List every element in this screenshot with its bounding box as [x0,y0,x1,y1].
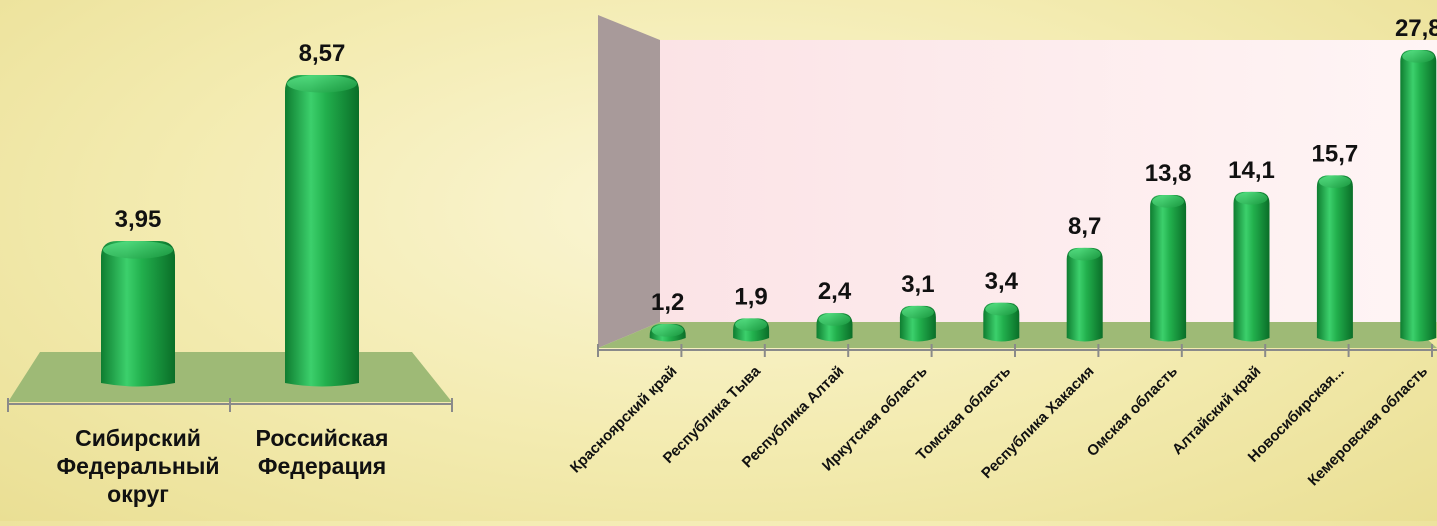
data-label: 3,1 [901,271,934,298]
data-label: 3,95 [115,206,162,233]
data-label: 1,2 [651,289,684,316]
x-tick-label: Алтайский край [1169,363,1264,458]
bar: 27,8 [1395,15,1437,342]
bar-body [1066,247,1103,342]
bar-body [1233,191,1270,342]
bar-cap [901,305,934,319]
left-chart-bars: 3,95 8,57 [101,40,359,387]
data-label: 3,4 [985,268,1019,295]
data-label: 8,7 [1068,213,1101,240]
bar-cap [1318,175,1351,189]
bar-cap [287,75,357,93]
bar: 1,2 [649,289,686,342]
data-label: 14,1 [1228,157,1275,184]
bar: 8,57 [285,40,359,387]
data-label: 1,9 [734,283,767,310]
bar: 15,7 [1312,140,1359,342]
bar: 8,7 [1066,213,1103,342]
bar-cap [1402,50,1435,63]
left-chart-category-labels: Сибирский Федеральный округ Российская Федер… [56,425,388,507]
bar-cap [651,324,684,337]
bar: 13,8 [1145,160,1192,342]
bar: 2,4 [816,278,853,342]
bar-cap [735,318,768,331]
data-label: 2,4 [818,278,852,305]
bar: 1,9 [733,283,770,342]
x-tick-label: Российская Федерация [256,425,389,479]
bar: 14,1 [1228,157,1275,342]
x-tick-label: Сибирский Федеральный округ [56,425,219,507]
bar: 3,1 [899,271,936,342]
bar-cap [985,302,1018,316]
bar-cap [818,313,851,326]
bar-body [285,75,359,387]
bar-body [1316,175,1353,342]
bar-body [1150,195,1187,342]
left-chart: 3,95 8,57 Сибирский Федеральный округ Россий… [7,40,453,507]
right-chart-x-ticks [597,344,1433,357]
bar-body [101,241,175,387]
left-chart-floor [8,352,452,402]
bar-cap [1235,191,1268,205]
right-chart: 1,2 1,9 2,4 3,1 3,4 8,7 13,8 14,1 15,7 27,8 Красн… [567,15,1437,489]
right-chart-bars: 1,2 1,9 2,4 3,1 3,4 8,7 13,8 14,1 15,7 27,8 [649,15,1437,342]
x-tick-label: Омская область [1084,363,1181,460]
bar-cap [1068,247,1101,261]
data-label: 8,57 [299,40,346,67]
right-chart-side-wall [598,15,660,348]
bar-cap [103,241,173,259]
bar-cap [1152,195,1185,208]
data-label: 13,8 [1145,160,1192,187]
bar: 3,95 [101,206,175,387]
data-label: 27,8 [1395,15,1437,42]
bar-body [1400,50,1437,342]
bar: 3,4 [983,268,1020,342]
data-label: 15,7 [1312,140,1359,167]
